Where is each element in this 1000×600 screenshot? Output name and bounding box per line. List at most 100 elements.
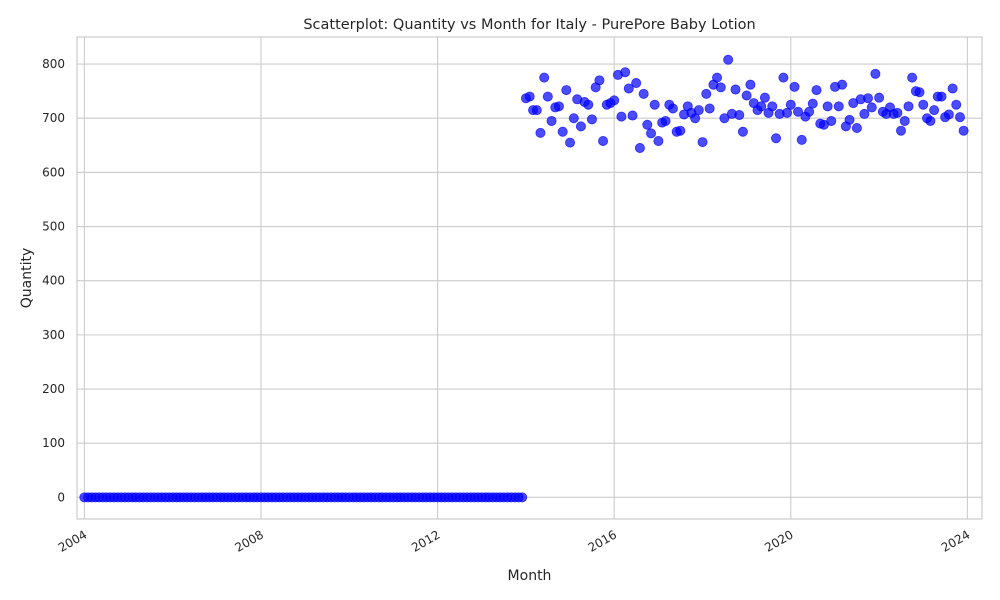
y-tick-label: 200 [42,382,65,396]
x-tick-label: 2016 [586,527,619,554]
data-point [690,113,701,124]
data-point [929,105,940,116]
data-point [546,115,557,126]
data-point [833,101,844,112]
data-point [649,99,660,110]
data-point [524,91,535,102]
data-point [903,101,914,112]
data-point [620,67,631,78]
gridlines [77,37,982,519]
data-point [741,90,752,101]
data-point [715,82,726,93]
data-point [568,113,579,124]
data-point [778,72,789,83]
data-point [557,126,568,137]
data-point [793,106,804,117]
data-point [804,106,815,117]
data-point [756,101,767,112]
data-point [609,95,620,106]
data-point [701,88,712,99]
x-axis-label: Month [508,568,552,584]
data-point [531,105,542,116]
data-point [958,125,969,136]
chart-title: Scatterplot: Quantity vs Month for Italy… [303,17,755,33]
data-point [730,84,741,95]
data-point [759,92,770,103]
y-tick-label: 400 [42,274,65,288]
data-point [863,93,874,104]
y-tick-label: 100 [42,436,65,450]
data-point [947,83,958,94]
data-point [583,99,594,110]
data-point [697,137,708,148]
data-point [907,72,918,83]
data-point [914,87,925,98]
data-point [796,134,807,145]
data-point [594,75,605,86]
data-point [870,68,881,79]
data-point [782,107,793,118]
data-point [896,125,907,136]
data-point [785,99,796,110]
data-point [943,109,954,120]
data-point [575,121,586,132]
data-point [826,115,837,126]
y-tick-label: 300 [42,328,65,342]
data-point [616,111,627,122]
data-point [899,115,910,126]
data-point [539,72,550,83]
data-point [598,135,609,146]
data-point [667,103,678,114]
data-point [936,91,947,102]
data-point [789,81,800,92]
data-point [646,128,657,139]
x-tick-label: 2024 [939,527,972,554]
data-point [918,99,929,110]
x-axis-ticks: 2004 2008 2012 2016 2020 2024 [56,527,972,554]
data-point [851,122,862,133]
data-point [866,102,877,113]
y-tick-label: 600 [42,165,65,179]
data-point [553,101,564,112]
data-point [712,72,723,83]
y-tick-label: 800 [42,57,65,71]
data-point [642,119,653,130]
y-tick-label: 700 [42,111,65,125]
data-point [517,492,528,503]
data-point [561,85,572,96]
data-point [767,101,778,112]
data-point [638,88,649,99]
data-point [951,99,962,110]
data-point [631,78,642,89]
data-point [807,98,818,109]
x-tick-label: 2008 [232,527,265,554]
data-point [844,114,855,125]
data-point [623,83,634,94]
data-point [675,125,686,136]
data-point [771,133,782,144]
data-point [565,137,576,148]
data-point [859,108,870,119]
data-point [737,126,748,137]
data-point [822,101,833,112]
data-point [719,113,730,124]
data-point [693,105,704,116]
data-point [874,92,885,103]
x-tick-label: 2020 [762,527,795,554]
data-point [837,79,848,90]
data-point [811,85,822,96]
y-tick-label: 0 [57,490,65,504]
data-point [704,103,715,114]
data-point [892,107,903,118]
plot-border [76,36,983,520]
y-axis-label: Quantity [19,248,35,309]
x-tick-label: 2004 [56,527,89,554]
y-axis-ticks: 0 100 200 300 400 500 600 700 800 [42,57,65,504]
data-point [535,127,546,138]
data-point [660,115,671,126]
data-point [745,79,756,90]
data-point [955,112,966,123]
data-points [79,54,969,503]
data-point [723,54,734,65]
